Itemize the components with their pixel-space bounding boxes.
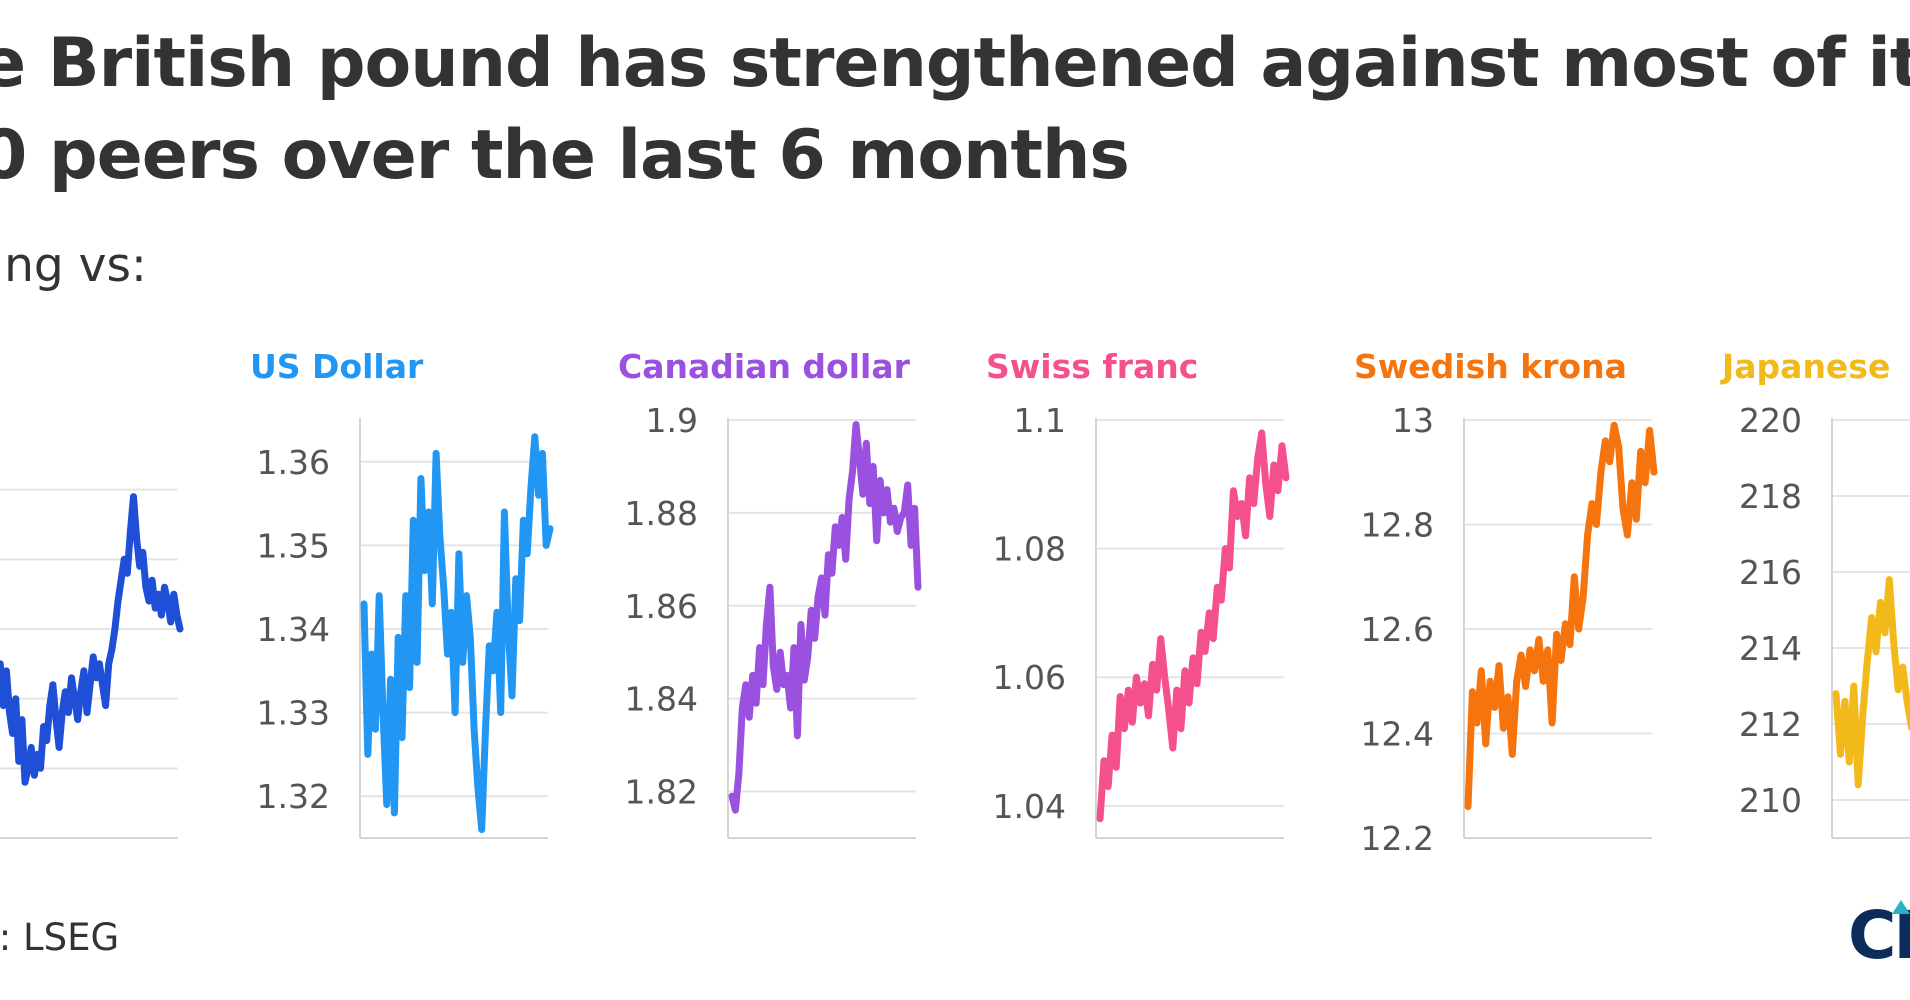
- source-note: e: LSEG: [0, 916, 120, 959]
- y-tick-label: 13: [1392, 401, 1434, 440]
- y-tick-label: 1.82: [625, 773, 698, 812]
- series-line: [728, 421, 922, 814]
- series-line: [1464, 421, 1658, 811]
- panel-3: Canadian dollar 1.82 1.84 1.86 1.88 1.9: [618, 347, 922, 839]
- series-line: [1096, 429, 1290, 823]
- panel-4: Swiss franc 1.04 1.06 1.08 1.1: [986, 347, 1290, 839]
- y-tick-label: 220: [1739, 401, 1802, 440]
- y-tick-label: 1.33: [257, 694, 330, 733]
- series-line: [0, 493, 184, 786]
- y-tick-label: 1.04: [993, 787, 1066, 826]
- series-line: [1832, 576, 1910, 789]
- y-tick-label: 1.06: [993, 658, 1066, 697]
- y-tick-label: 1.32: [257, 777, 330, 816]
- y-tick-label: 1.08: [993, 530, 1066, 569]
- y-tick-label: 1.86: [625, 587, 698, 626]
- chart-subtitle: ling vs:: [0, 238, 147, 293]
- y-tick-label: 1.88: [625, 494, 698, 533]
- chart-title-line-1: e British pound has strengthened against…: [0, 24, 1910, 103]
- panel-title: Swiss franc: [986, 347, 1198, 386]
- y-tick-label: 1.1: [1014, 401, 1066, 440]
- y-tick-label: 212: [1739, 705, 1802, 744]
- y-tick-label: 1.84: [625, 680, 698, 719]
- panel-title: US Dollar: [250, 347, 424, 386]
- y-tick-label: 1.9: [646, 401, 698, 440]
- series-line: [360, 433, 554, 834]
- chart-title-line-2: 0 peers over the last 6 months: [0, 116, 1130, 195]
- y-tick-label: 216: [1739, 553, 1802, 592]
- panel-6: Japanese 210 212 214 216 218 220: [1720, 347, 1910, 839]
- y-tick-label: 1.36: [257, 443, 330, 482]
- chart-title: e British pound has strengthened against…: [0, 18, 1910, 202]
- panel-title: Canadian dollar: [618, 347, 911, 386]
- panel-title: Swedish krona: [1354, 347, 1627, 386]
- panel-title: Japanese: [1720, 347, 1890, 386]
- y-tick-label: 218: [1739, 477, 1802, 516]
- y-tick-label: 12.6: [1361, 610, 1434, 649]
- y-tick-label: 12.4: [1361, 715, 1434, 754]
- logo-accent-mark: [1892, 900, 1910, 914]
- y-tick-label: 1.34: [257, 610, 330, 649]
- panel-1: [0, 488, 184, 839]
- panel-2: US Dollar 1.32 1.33 1.34 1.35 1.36: [250, 347, 554, 839]
- y-tick-label: 214: [1739, 629, 1802, 668]
- y-tick-label: 210: [1739, 781, 1802, 820]
- y-tick-label: 12.2: [1361, 819, 1434, 858]
- panel-5: Swedish krona 12.2 12.4 12.6 12.8 13: [1354, 347, 1658, 858]
- y-tick-label: 12.8: [1361, 506, 1434, 545]
- y-tick-label: 1.35: [257, 526, 330, 565]
